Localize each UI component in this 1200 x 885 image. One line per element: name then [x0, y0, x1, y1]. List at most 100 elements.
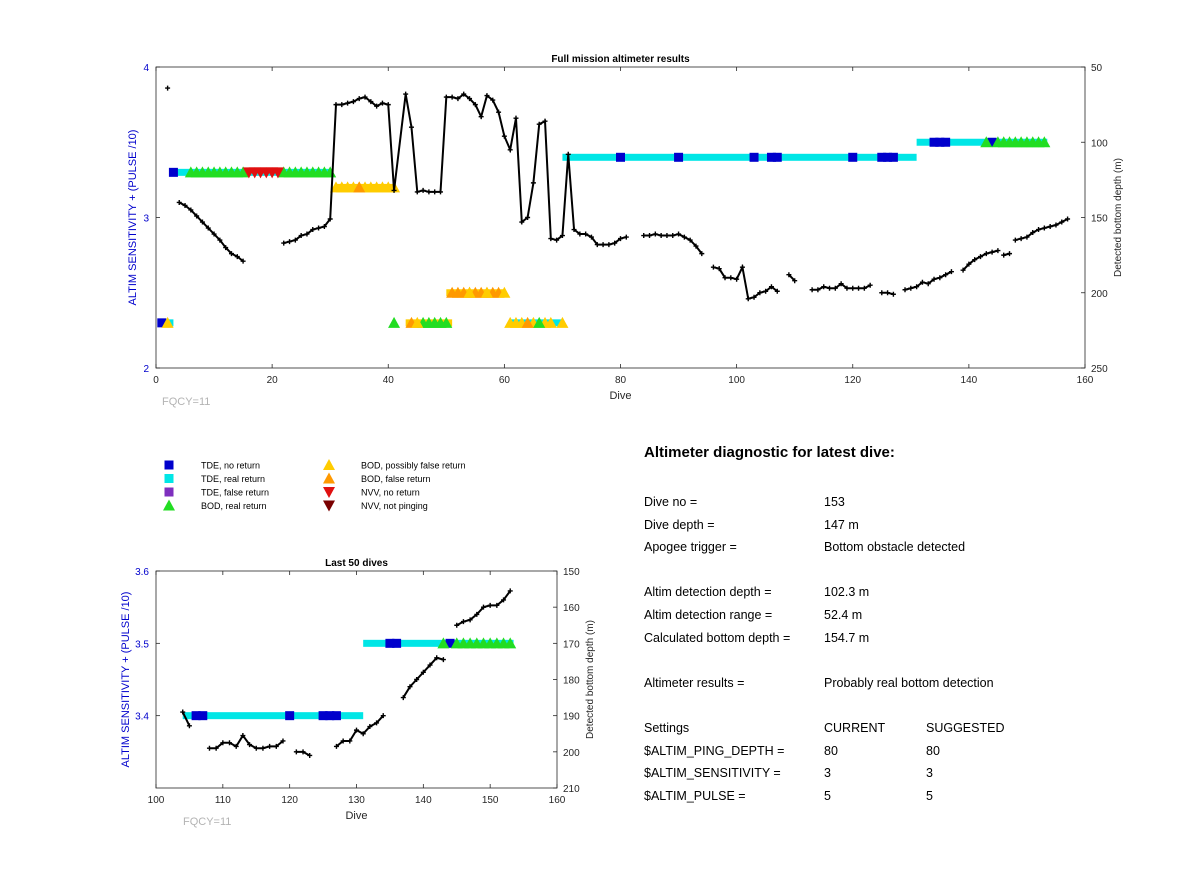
bottom-depth-line: [181, 711, 191, 727]
bottom-depth-point: [739, 264, 745, 270]
bottom-depth-point: [460, 619, 466, 625]
bottom-depth-point: [316, 225, 322, 231]
tde-no-return-marker: [766, 152, 776, 162]
x-tick-label: 110: [215, 795, 231, 806]
bottom-depth-point: [774, 288, 780, 294]
settings-current-header: CURRENT: [824, 720, 886, 735]
tde-no-return-marker: [157, 318, 167, 328]
tde-no-return-marker: [848, 152, 858, 162]
bottom-depth-point: [1047, 224, 1053, 230]
bottom-depth-point: [368, 99, 374, 105]
pulse-row: $ALTIM_PULSE = 5 5: [644, 789, 1164, 812]
tde-no-return-marker: [285, 711, 295, 721]
tde-no-return-marker: [392, 638, 402, 648]
y-axis-label: ALTIM SENSITIVITY + (PULSE /10): [127, 130, 139, 306]
bottom-depth-point: [182, 202, 188, 208]
tde-no-return-marker: [318, 711, 328, 721]
bottom-depth-point: [427, 662, 433, 668]
bottom-depth-point: [838, 281, 844, 287]
y-tick-label: 3: [143, 214, 149, 225]
bottom-depth-point: [165, 85, 171, 91]
bottom-depth-point: [310, 227, 316, 233]
bottom-depth-point: [240, 733, 246, 739]
bottom-depth-point: [588, 234, 594, 240]
bottom-depth-point: [676, 231, 682, 237]
bottom-depth-point: [565, 151, 571, 157]
diagnostic-title: Altimeter diagnostic for latest dive:: [644, 444, 895, 461]
bottom-depth-point: [494, 602, 500, 608]
bottom-depth-point: [763, 288, 769, 294]
full-mission-chart: 0 20 40 60 80 100 120 140 160 2 3 4 50 100 150 200 250 Fu…: [127, 54, 1124, 408]
y-tick-label: 4: [143, 63, 149, 74]
tde-no-return-marker: [325, 711, 335, 721]
y-tick-label: 2: [143, 364, 149, 375]
bottom-depth-point: [612, 240, 618, 246]
x-tick-label: 80: [615, 375, 627, 386]
bottom-depth-point: [293, 749, 299, 755]
legend-label: NVV, no return: [361, 488, 420, 498]
bod-possibly-false-marker: [556, 316, 569, 328]
bottom-depth-point: [234, 254, 240, 260]
x-tick-label: 120: [844, 375, 861, 386]
bottom-depth-point: [583, 231, 589, 237]
bottom-depth-point: [768, 284, 774, 290]
bottom-depth-point: [385, 102, 391, 108]
bottom-depth-point: [792, 278, 798, 284]
bottom-depth-point: [391, 187, 397, 193]
bottom-depth-point: [228, 251, 234, 257]
bod-real-marker: [163, 499, 175, 511]
bottom-depth-point: [379, 100, 385, 106]
bottom-depth-point: [1024, 234, 1030, 240]
bottom-depth-point: [989, 249, 995, 255]
tde-no-return-marker: [987, 137, 997, 147]
bottom-depth-point: [374, 103, 380, 109]
bottom-depth-point: [327, 216, 333, 222]
bottom-depth-point: [220, 740, 226, 746]
bottom-depth-point: [577, 231, 583, 237]
y2-tick-label: 190: [563, 712, 580, 723]
x-tick-label: 140: [961, 375, 978, 386]
bottom-depth-point: [548, 236, 554, 242]
calculated-bottom-depth-value: 154.7 m: [824, 630, 870, 645]
bottom-depth-point: [530, 180, 536, 186]
bottom-depth-point: [414, 677, 420, 682]
apogee-trigger-row: Apogee trigger = Bottom obstacle detecte…: [644, 540, 1164, 563]
bottom-depth-point: [722, 275, 728, 281]
x-tick-label: 150: [482, 795, 499, 806]
bod-possibly-false-marker: [411, 316, 424, 328]
bod-false-marker: [521, 316, 534, 328]
bottom-depth-point: [380, 713, 386, 719]
altim-detection-range-label: Altim detection range =: [644, 607, 773, 622]
bottom-depth-point: [699, 251, 705, 257]
bod-real-marker: [237, 166, 250, 178]
bottom-depth-point: [786, 272, 792, 278]
altimeter-results-label: Altimeter results =: [644, 675, 745, 690]
bottom-depth-point: [960, 267, 966, 273]
bottom-depth-point: [240, 258, 246, 264]
bottom-depth-point: [340, 738, 346, 744]
bottom-depth-point: [487, 602, 493, 608]
bottom-depth-point: [618, 236, 623, 242]
bottom-depth-point: [217, 237, 223, 243]
bottom-depth-point: [467, 617, 473, 623]
legend-label: BOD, possibly false return: [361, 461, 466, 471]
bottom-depth-point: [925, 281, 931, 287]
bottom-depth-point: [728, 275, 734, 281]
x-tick-label: 60: [499, 375, 511, 386]
bottom-depth-point: [455, 96, 461, 102]
ping-depth-suggested: 80: [926, 743, 940, 758]
pulse-current: 5: [824, 788, 831, 803]
dive-no-label: Dive no =: [644, 495, 698, 509]
y2-axis-label: Detected bottom depth (m): [585, 620, 596, 739]
legend-label: TDE, real return: [201, 474, 265, 484]
bottom-depth-point: [914, 284, 920, 290]
bottom-depth-point: [333, 743, 339, 749]
apogee-trigger-label: Apogee trigger =: [644, 540, 737, 555]
plot-area: [155, 66, 1086, 369]
bottom-depth-point: [856, 285, 862, 291]
bottom-depth-point: [347, 738, 353, 744]
bottom-depth-point: [362, 94, 368, 100]
y2-tick-label: 150: [563, 567, 580, 578]
bottom-depth-point: [273, 743, 279, 749]
bottom-depth-point: [600, 242, 606, 248]
